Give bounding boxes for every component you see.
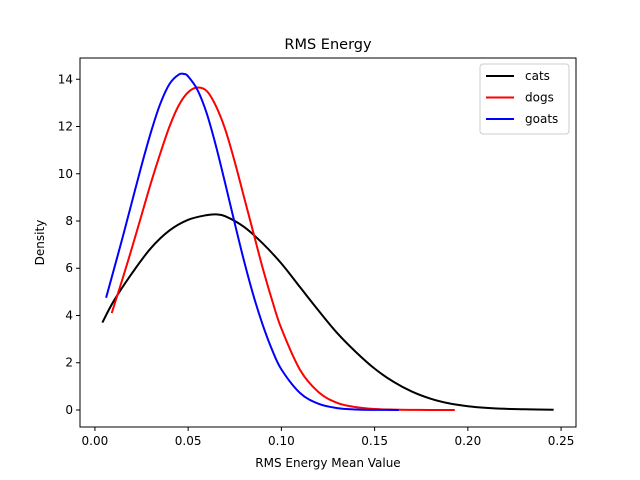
y-tick-label: 2	[65, 356, 73, 370]
x-tick-label: 0.00	[82, 434, 109, 448]
legend-label-cats: cats	[525, 69, 550, 83]
x-axis-ticks: 0.00 0.05 0.10 0.15 0.20 0.25	[82, 427, 575, 448]
series-layer	[101, 72, 554, 411]
plot-frame	[79, 57, 577, 428]
x-tick-label: 0.10	[268, 434, 295, 448]
series-line-dogs	[110, 86, 455, 411]
y-tick-label: 6	[65, 261, 73, 275]
y-tick-label: 0	[65, 403, 73, 417]
y-axis-title: Density	[33, 220, 47, 266]
x-tick-label: 0.25	[548, 434, 575, 448]
y-tick-label: 8	[65, 214, 73, 228]
chart-title: RMS Energy	[284, 37, 372, 53]
legend-label-dogs: dogs	[525, 91, 554, 105]
y-tick-label: 14	[58, 72, 73, 86]
legend-label-goats: goats	[525, 112, 558, 126]
series-line-goats	[105, 72, 399, 411]
series-line-cats	[101, 213, 554, 411]
y-axis-ticks: 0 2 4 6 8 10 12 14	[58, 72, 80, 417]
y-tick-label: 12	[58, 120, 73, 134]
legend-box	[479, 63, 570, 135]
x-tick-label: 0.20	[454, 434, 481, 448]
x-tick-label: 0.15	[361, 434, 388, 448]
y-tick-label: 4	[65, 308, 73, 322]
legend: cats dogs goats	[479, 63, 570, 135]
y-tick-label: 10	[58, 167, 73, 181]
x-axis-title: RMS Energy Mean Value	[255, 456, 400, 470]
x-tick-label: 0.05	[175, 434, 202, 448]
